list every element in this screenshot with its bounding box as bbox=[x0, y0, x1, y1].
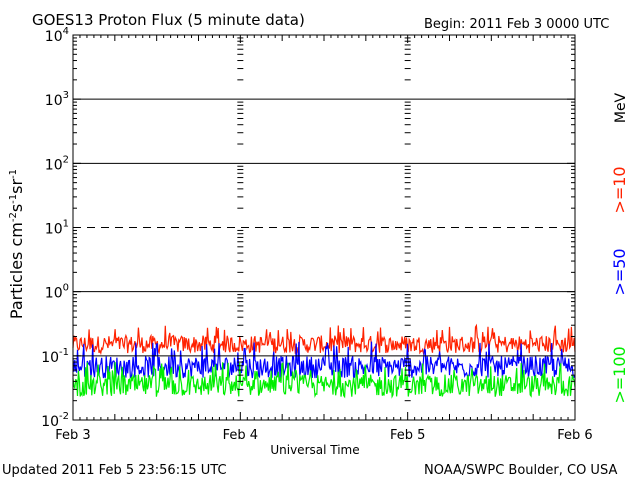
legend: MeV >=10 >=50 >=100 bbox=[610, 92, 629, 403]
y-axis-title-part: sr bbox=[7, 179, 26, 194]
y-tick-label: 104 bbox=[45, 26, 69, 45]
legend-unit: MeV bbox=[613, 92, 629, 123]
x-axis-title: Universal Time bbox=[270, 443, 359, 457]
legend-entry: >=50 bbox=[610, 248, 629, 295]
series-trace bbox=[72, 362, 576, 399]
updated-time: Updated 2011 Feb 5 23:56:15 UTC bbox=[2, 463, 227, 478]
series-layer bbox=[72, 323, 576, 399]
source-credit: NOAA/SWPC Boulder, CO USA bbox=[424, 463, 617, 478]
x-tick-label: Feb 3 bbox=[55, 428, 90, 443]
y-axis-title-part: s bbox=[7, 204, 26, 212]
series-trace bbox=[72, 323, 576, 356]
y-tick-label: 103 bbox=[45, 90, 69, 109]
x-tick-label: Feb 4 bbox=[223, 428, 258, 443]
x-tick-label: Feb 5 bbox=[390, 428, 425, 443]
series-trace bbox=[72, 341, 576, 379]
y-axis-title: Particles cm-2s-1sr-1 bbox=[7, 169, 26, 319]
x-axis: Feb 3 Feb 4 Feb 5 Feb 6 bbox=[55, 35, 593, 443]
y-tick-label: 10-1 bbox=[41, 347, 69, 366]
chart-title: GOES13 Proton Flux (5 minute data) bbox=[32, 11, 305, 29]
y-axis-title-exp: -2 bbox=[8, 212, 19, 222]
y-tick-label: 100 bbox=[45, 283, 69, 302]
y-tick-label: 102 bbox=[45, 154, 69, 173]
y-tick-label: 101 bbox=[45, 219, 69, 238]
begin-time: Begin: 2011 Feb 3 0000 UTC bbox=[424, 17, 609, 32]
y-tick-label: 10-2 bbox=[41, 411, 69, 430]
x-tick-label: Feb 6 bbox=[557, 428, 592, 443]
y-axis-title-exp: -1 bbox=[8, 194, 19, 204]
legend-entry: >=10 bbox=[610, 166, 629, 213]
y-axis: 10-2 10-1 100 101 102 103 104 bbox=[41, 26, 575, 430]
y-axis-title-part: Particles cm bbox=[7, 222, 26, 319]
legend-entry: >=100 bbox=[610, 346, 629, 403]
y-axis-title-exp: -1 bbox=[8, 169, 19, 179]
